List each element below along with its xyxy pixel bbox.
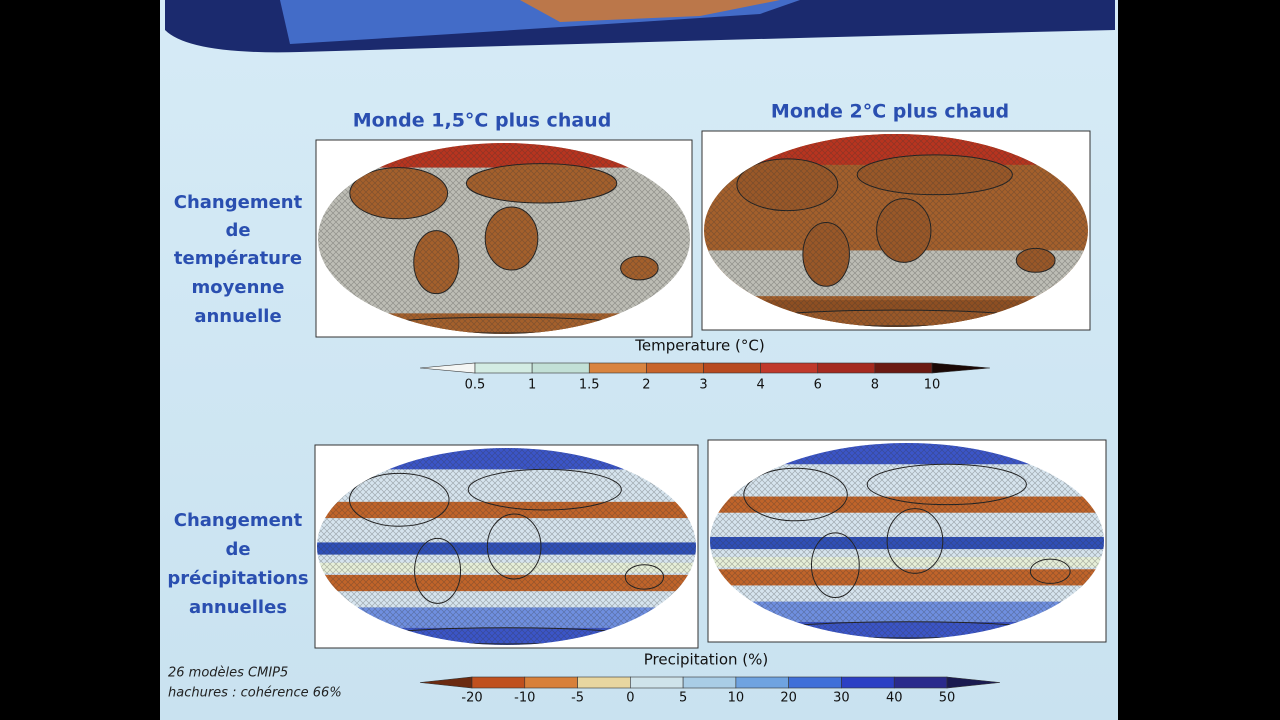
hatching — [317, 448, 696, 645]
colorbar-segment — [577, 676, 631, 689]
colorbar-tick-label: 1 — [528, 378, 536, 393]
colorbar-segment — [524, 676, 578, 689]
map — [317, 448, 696, 645]
colorbar-tick-label: 6 — [814, 378, 822, 393]
colorbar-tick-label: -20 — [461, 691, 482, 706]
colorbar-segment — [474, 362, 533, 374]
colorbar-segment — [788, 676, 842, 689]
colorbar-tick-label: 0 — [626, 691, 634, 706]
colorbar-arrow — [946, 676, 1001, 689]
row-label: de — [225, 220, 250, 241]
colorbar-tick-label: 30 — [833, 691, 850, 706]
colorbar-segment — [841, 676, 895, 689]
colorbar-segment — [588, 362, 647, 374]
row-label: Changement — [174, 192, 303, 213]
colorbar-tick-label: 5 — [679, 691, 687, 706]
colorbar-arrow — [931, 362, 991, 374]
map — [710, 443, 1104, 639]
footnote: hachures : cohérence 66% — [168, 686, 342, 701]
colorbar-tick-label: 3 — [699, 378, 707, 393]
row-label: température — [174, 248, 302, 269]
colorbar-tick-label: -5 — [571, 691, 584, 706]
colorbar-tick-label: 20 — [780, 691, 797, 706]
colorbar-tick-label: 2 — [642, 378, 650, 393]
colorbar-tick-label: 50 — [939, 691, 956, 706]
colorbar-title: Precipitation (%) — [644, 651, 768, 669]
hatching — [704, 134, 1088, 327]
row-label: annuelle — [194, 306, 281, 327]
hatching — [710, 443, 1104, 639]
row-label: annuelles — [189, 597, 287, 618]
colorbar-segment — [682, 676, 737, 689]
colorbar-segment — [531, 362, 590, 374]
colorbar-tick-label: 10 — [728, 691, 745, 706]
colorbar-segment — [735, 676, 789, 689]
colorbar-segment — [703, 362, 761, 374]
footnote: 26 modèles CMIP5 — [168, 666, 288, 681]
colorbar-segment — [471, 676, 526, 689]
row-label: Changement — [174, 510, 303, 531]
colorbar-tick-label: -10 — [514, 691, 535, 706]
colorbar-title: Temperature (°C) — [634, 337, 764, 355]
column-title: Monde 1,5°C plus chaud — [353, 110, 612, 132]
banner-art — [520, 0, 780, 22]
colorbar-tick-label: 1.5 — [579, 378, 600, 393]
colorbar-segment — [893, 676, 948, 689]
column-title: Monde 2°C plus chaud — [771, 101, 1009, 123]
hatching — [318, 143, 690, 334]
colorbar-tick-label: 8 — [871, 378, 879, 393]
colorbar-segment — [630, 676, 684, 689]
colorbar-tick-label: 4 — [756, 378, 764, 393]
row-label: moyenne — [192, 277, 285, 298]
colorbar-tick-label: 40 — [886, 691, 903, 706]
colorbar-segment — [874, 362, 933, 374]
colorbar-segment — [646, 362, 704, 374]
row-label: précipitations — [167, 568, 308, 589]
colorbar-segment — [760, 362, 819, 374]
colorbar-segment — [817, 362, 876, 374]
colorbar-tick-label: 0.5 — [465, 378, 486, 393]
row-label: de — [225, 539, 250, 560]
colorbar-tick-label: 10 — [924, 378, 941, 393]
